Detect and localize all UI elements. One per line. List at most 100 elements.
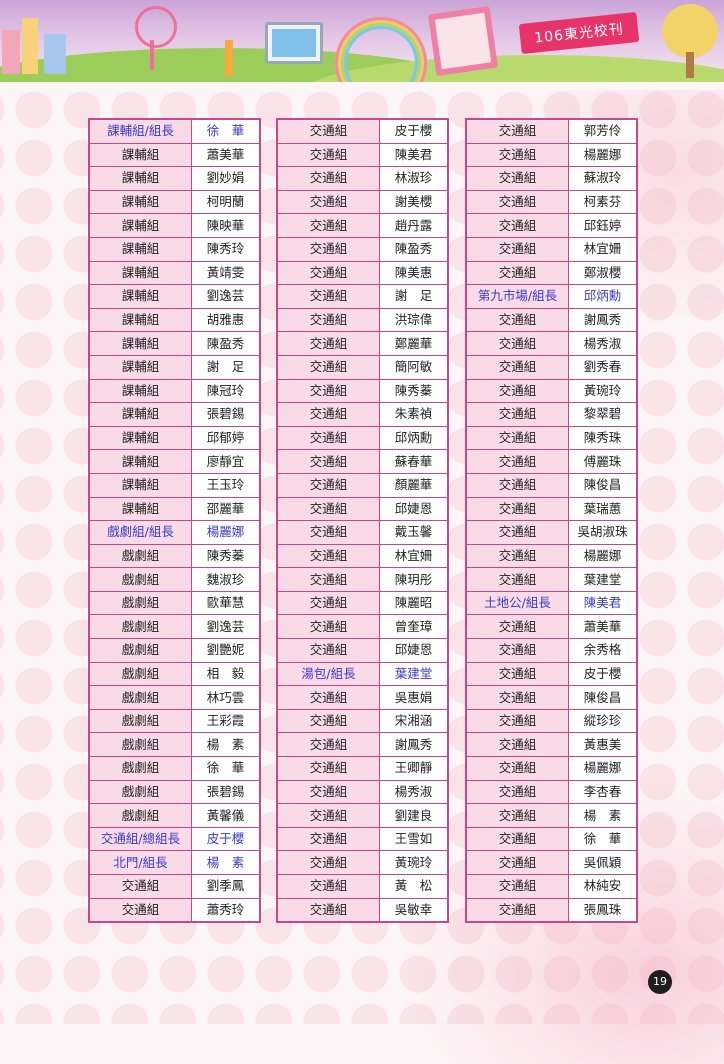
group-cell: 交通組 <box>465 520 569 545</box>
table-row: 交通組 戴玉馨 <box>276 520 449 545</box>
group-cell: 交通組 <box>276 213 380 238</box>
name-cell: 徐 華 <box>568 826 638 852</box>
name-cell: 胡雅惠 <box>191 307 261 333</box>
table-row: 課輔組 陳秀玲 <box>88 236 261 262</box>
table-row: 交通組 楊秀淑 <box>465 331 638 356</box>
group-cell: 交通組 <box>465 779 569 805</box>
group-cell: 交通組 <box>88 897 192 923</box>
table-row: 交通組 謝鳳秀 <box>465 307 638 333</box>
table-row: 交通組 皮于櫻 <box>276 118 449 144</box>
group-cell: 交通組 <box>465 354 569 380</box>
table-row: 交通組謝 足 <box>276 284 449 309</box>
name-cell: 劉逸芸 <box>191 284 261 309</box>
group-cell: 戲劇組 <box>88 732 192 758</box>
name-cell: 曾奎璋 <box>379 614 449 640</box>
group-cell: 交通組 <box>276 260 380 286</box>
group-cell: 交通組 <box>465 189 569 215</box>
table-row: 交通組 謝美櫻 <box>276 189 449 215</box>
group-cell: 交通組 <box>465 425 569 451</box>
name-cell: 邵麗華 <box>191 496 261 522</box>
group-cell: 交通組 <box>276 708 380 734</box>
name-cell: 謝 足 <box>379 284 449 309</box>
group-cell: 交通組 <box>465 850 569 875</box>
group-cell: 戲劇組 <box>88 543 192 569</box>
name-cell: 廖靜宜 <box>191 449 261 474</box>
name-cell: 陳俊昌 <box>568 685 638 710</box>
name-cell: 陳秀蓁 <box>191 543 261 569</box>
group-cell: 交通組 <box>465 166 569 191</box>
name-cell: 林淑珍 <box>379 166 449 191</box>
group-cell: 交通組 <box>276 331 380 356</box>
group-cell: 交通組 <box>465 331 569 356</box>
group-cell: 課輔組 <box>88 142 192 168</box>
table-row: 交通組 陳秀珠 <box>465 425 638 451</box>
name-cell: 鄭麗華 <box>379 331 449 356</box>
table-row: 交通組 趙丹露 <box>276 213 449 238</box>
table-row: 第九市場/組長 邱炳勳 <box>465 284 638 309</box>
group-cell: 交通組/總組長 <box>88 826 192 852</box>
group-cell: 課輔組 <box>88 354 192 380</box>
group-cell: 課輔組 <box>88 331 192 356</box>
name-cell: 劉秀春 <box>568 354 638 380</box>
name-cell: 王卿靜 <box>379 756 449 781</box>
table-row: 課輔組 王玉玲 <box>88 472 261 498</box>
group-cell: 交通組 <box>276 732 380 758</box>
table-row: 交通組徐 華 <box>465 826 638 852</box>
name-cell: 吳佩穎 <box>568 850 638 875</box>
table-row: 戲劇組 林巧雲 <box>88 685 261 710</box>
group-cell: 交通組 <box>276 449 380 474</box>
table-row: 課輔組 柯明蘭 <box>88 189 261 215</box>
name-cell: 劉艷妮 <box>191 638 261 663</box>
header-banner: 106東光校刊 <box>0 0 724 82</box>
table-row: 交通組 葉建堂 <box>465 567 638 592</box>
group-cell: 交通組 <box>465 826 569 852</box>
table-row: 交通組 蘇淑玲 <box>465 166 638 191</box>
name-cell: 陳美君 <box>568 590 638 616</box>
name-cell: 陳俊昌 <box>568 472 638 498</box>
name-cell: 謝鳳秀 <box>568 307 638 333</box>
group-cell: 戲劇組/組長 <box>88 520 192 545</box>
table-row: 交通組 王卿靜 <box>276 756 449 781</box>
name-cell: 郭芳伶 <box>568 118 638 144</box>
name-cell: 楊秀淑 <box>568 331 638 356</box>
name-cell: 柯素芬 <box>568 189 638 215</box>
group-cell: 課輔組 <box>88 236 192 262</box>
pencil-icon <box>225 40 233 76</box>
name-cell: 邱郁婷 <box>191 425 261 451</box>
group-cell: 交通組 <box>465 118 569 144</box>
group-cell: 交通組 <box>465 213 569 238</box>
name-cell: 蘇春華 <box>379 449 449 474</box>
group-cell: 交通組 <box>276 756 380 781</box>
table-row: 交通組 林淑珍 <box>276 166 449 191</box>
group-cell: 交通組 <box>276 402 380 427</box>
name-cell: 蕭秀玲 <box>191 897 261 923</box>
book-icon <box>427 5 499 77</box>
table-row: 交通組 林宜姍 <box>276 543 449 569</box>
table-row: 課輔組 張碧錫 <box>88 402 261 427</box>
group-cell: 交通組 <box>276 590 380 616</box>
tree-trunk <box>686 52 694 78</box>
table-row: 戲劇組 魏淑珍 <box>88 567 261 592</box>
name-cell: 陳美君 <box>379 142 449 168</box>
group-cell: 課輔組 <box>88 307 192 333</box>
table-row: 課輔組 邱郁婷 <box>88 425 261 451</box>
name-cell: 洪琮偉 <box>379 307 449 333</box>
name-cell: 皮于櫻 <box>191 826 261 852</box>
table-row: 交通組 柯素芬 <box>465 189 638 215</box>
name-cell: 劉季鳳 <box>191 874 261 899</box>
table-row: 課輔組 邵麗華 <box>88 496 261 522</box>
table-row: 交通組 陳俊昌 <box>465 685 638 710</box>
table-row: 戲劇組相 毅 <box>88 661 261 687</box>
name-cell: 林宜姍 <box>379 543 449 569</box>
group-cell: 交通組 <box>276 638 380 663</box>
table-row: 交通組 邱炳勳 <box>276 425 449 451</box>
name-cell: 陳冠玲 <box>191 378 261 404</box>
table-row: 課輔組 陳冠玲 <box>88 378 261 404</box>
name-cell: 葉瑞蕙 <box>568 496 638 522</box>
name-cell: 楊 素 <box>191 732 261 758</box>
group-cell: 交通組 <box>276 567 380 592</box>
table-row: 交通組 陳玥彤 <box>276 567 449 592</box>
table-row: 交通組楊 素 <box>465 803 638 828</box>
table-row: 課輔組 劉逸芸 <box>88 284 261 309</box>
group-cell: 交通組 <box>276 496 380 522</box>
